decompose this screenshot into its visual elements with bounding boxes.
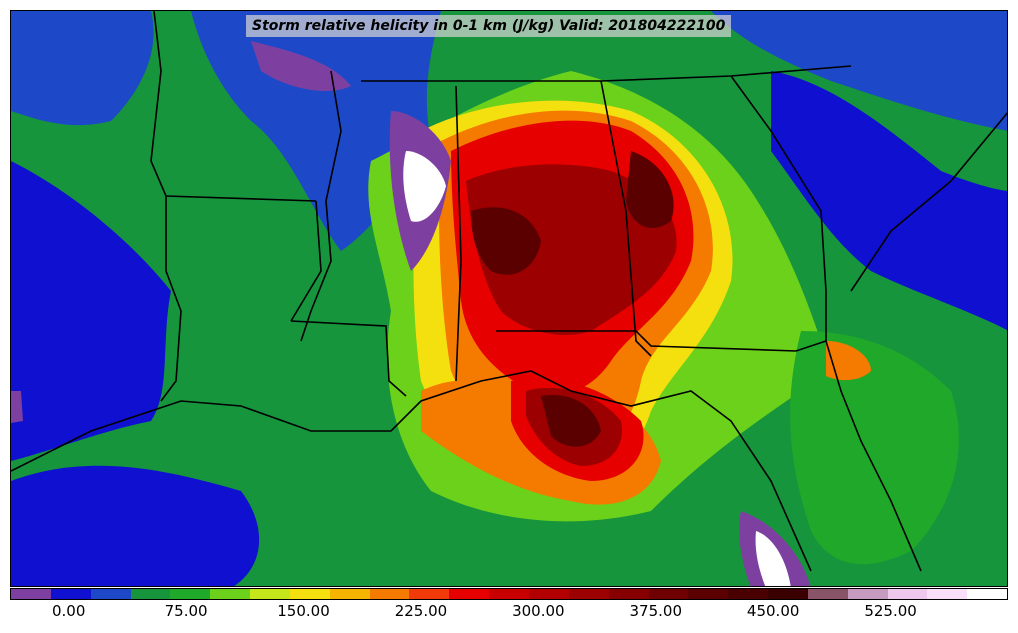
low-helicity-region-west [11,161,171,461]
colorbar-segment [250,589,290,599]
colorbar-segment [369,589,410,599]
coastline-gulf [11,370,812,572]
minimal-helicity-patch-1 [403,151,446,222]
colorbar-tick-label: 0.00 [52,602,86,620]
colorbar-segment [130,589,171,599]
colorbar-segment [11,589,51,599]
state-boundary-8 [496,330,827,352]
colorbar-segment [170,589,211,599]
colorbar-segment [329,589,370,599]
state-boundary-9 [730,75,827,341]
state-boundary-5 [361,65,852,82]
boundaries [11,11,1007,572]
helicity-map [11,11,1007,586]
extreme-helicity-core-north [466,164,677,335]
colorbar-segment [887,589,928,599]
peak-helicity-core-1 [471,207,541,275]
state-boundary-6 [455,85,462,382]
low-helicity-region-ne [711,11,1007,131]
state-boundary-1 [150,11,317,202]
colorbar-segment [688,589,729,599]
colorbar [10,588,1008,600]
colorbar-tick-label: 450.00 [746,602,800,620]
colorbar-segment [807,589,848,599]
state-boundary-7 [600,80,652,357]
colorbar-segment [847,589,888,599]
colorbar-tick-label: 75.00 [164,602,208,620]
peak-helicity-core-3 [541,395,601,447]
colorbar-segment [608,589,649,599]
colorbar-segment [449,589,490,599]
colorbar-segment [648,589,689,599]
map-title: Storm relative helicity in 0-1 km (J/kg)… [252,18,726,34]
colorbar-tick-label: 525.00 [864,602,917,620]
colorbar-segment [967,589,1008,599]
coastline-east [850,112,1007,292]
colorbar-tick-label: 150.00 [277,602,330,620]
colorbar-segment [90,589,131,599]
moderate-helicity-east [790,331,959,565]
coastline-atlantic [825,340,922,572]
colorbar-segment [289,589,330,599]
minimal-helicity-patch-2 [755,531,791,586]
low-helicity-region-sw [11,465,260,586]
colorbar-segment [528,589,569,599]
colorbar-segment [927,589,968,599]
low-helicity-region-nw [11,11,154,126]
state-boundary-2 [160,196,182,402]
colorbar-segment [768,589,808,599]
river-mississippi [300,70,342,342]
colorbar-segment [728,589,769,599]
map-title-box: Storm relative helicity in 0-1 km (J/kg)… [246,15,732,37]
high-helicity-east [826,341,871,381]
state-boundary-3 [290,320,407,397]
colorbar-segment [210,589,251,599]
negative-helicity-patch-4 [11,391,23,423]
colorbar-segment [50,589,91,599]
colorbar-segment [409,589,450,599]
state-boundary-4 [290,200,322,322]
colorbar-tick-label: 300.00 [512,602,565,620]
negative-helicity-patch-2 [251,41,351,91]
peak-helicity-core-2 [626,151,674,229]
low-helicity-region-east [771,71,1007,330]
map-panel [10,10,1008,587]
colorbar-tick-label: 225.00 [394,602,448,620]
colorbar-segment [568,589,609,599]
colorbar-ticks: 0.00 75.00 150.00 225.00 300.00 375.00 450.00 5… [10,600,1008,630]
colorbar-segment [489,589,529,599]
colorbar-tick-label: 375.00 [629,602,683,620]
